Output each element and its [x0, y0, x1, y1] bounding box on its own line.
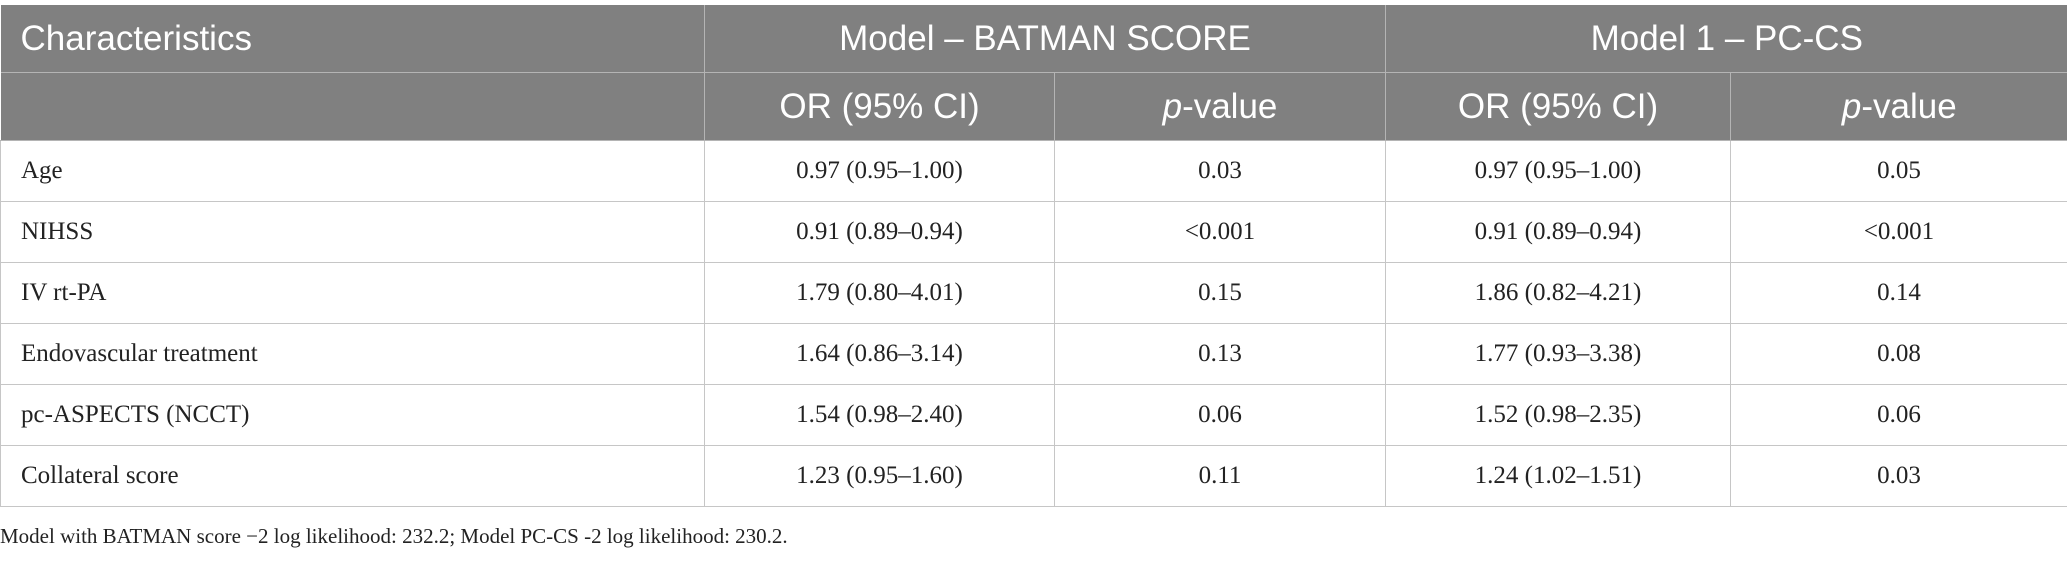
cell-or-batman: 1.64 (0.86–3.14) — [704, 323, 1055, 385]
header-empty — [0, 72, 705, 141]
header-pvalue-pccs: p-value — [1730, 72, 2067, 141]
header-p-italic: p — [1841, 86, 1862, 126]
cell-p-pccs: 0.06 — [1730, 384, 2067, 446]
odds-ratio-table: Characteristics Model – BATMAN SCORE Mod… — [0, 5, 2067, 507]
cell-p-batman: 0.03 — [1054, 140, 1386, 202]
cell-p-pccs: 0.08 — [1730, 323, 2067, 385]
header-group-batman: Model – BATMAN SCORE — [704, 5, 1386, 73]
cell-or-pccs: 1.52 (0.98–2.35) — [1385, 384, 1731, 446]
row-label: NIHSS — [0, 201, 705, 263]
header-p-suffix: -value — [1182, 86, 1278, 126]
row-label: IV rt-PA — [0, 262, 705, 324]
cell-or-pccs: 1.24 (1.02–1.51) — [1385, 445, 1731, 507]
header-group-pccs: Model 1 – PC-CS — [1385, 5, 2067, 73]
header-row-sub: OR (95% CI) p-value OR (95% CI) p-value — [0, 72, 2067, 141]
cell-or-pccs: 0.97 (0.95–1.00) — [1385, 140, 1731, 202]
cell-or-batman: 1.23 (0.95–1.60) — [704, 445, 1055, 507]
cell-p-batman: 0.06 — [1054, 384, 1386, 446]
cell-or-batman: 1.79 (0.80–4.01) — [704, 262, 1055, 324]
table-row: Age 0.97 (0.95–1.00) 0.03 0.97 (0.95–1.0… — [0, 140, 2067, 202]
row-label: Collateral score — [0, 445, 705, 507]
header-or-pccs: OR (95% CI) — [1385, 72, 1731, 141]
cell-p-pccs: <0.001 — [1730, 201, 2067, 263]
cell-p-batman: 0.11 — [1054, 445, 1386, 507]
table-row: Collateral score 1.23 (0.95–1.60) 0.11 1… — [0, 445, 2067, 507]
cell-or-pccs: 0.91 (0.89–0.94) — [1385, 201, 1731, 263]
table-row: Endovascular treatment 1.64 (0.86–3.14) … — [0, 323, 2067, 385]
cell-p-pccs: 0.03 — [1730, 445, 2067, 507]
cell-p-pccs: 0.14 — [1730, 262, 2067, 324]
cell-p-batman: <0.001 — [1054, 201, 1386, 263]
row-label: pc-ASPECTS (NCCT) — [0, 384, 705, 446]
header-p-suffix: -value — [1861, 86, 1957, 126]
header-pvalue-batman: p-value — [1054, 72, 1386, 141]
table-footnote: Model with BATMAN score −2 log likelihoo… — [0, 524, 788, 548]
row-label: Endovascular treatment — [0, 323, 705, 385]
cell-p-batman: 0.15 — [1054, 262, 1386, 324]
row-label: Age — [0, 140, 705, 202]
cell-or-batman: 0.91 (0.89–0.94) — [704, 201, 1055, 263]
cell-p-pccs: 0.05 — [1730, 140, 2067, 202]
cell-or-pccs: 1.77 (0.93–3.38) — [1385, 323, 1731, 385]
table-row: pc-ASPECTS (NCCT) 1.54 (0.98–2.40) 0.06 … — [0, 384, 2067, 446]
header-characteristics: Characteristics — [0, 5, 705, 73]
table-row: NIHSS 0.91 (0.89–0.94) <0.001 0.91 (0.89… — [0, 201, 2067, 263]
cell-or-batman: 1.54 (0.98–2.40) — [704, 384, 1055, 446]
table-row: IV rt-PA 1.79 (0.80–4.01) 0.15 1.86 (0.8… — [0, 262, 2067, 324]
header-p-italic: p — [1162, 86, 1183, 126]
cell-or-pccs: 1.86 (0.82–4.21) — [1385, 262, 1731, 324]
header-row-top: Characteristics Model – BATMAN SCORE Mod… — [0, 5, 2067, 73]
header-or-batman: OR (95% CI) — [704, 72, 1055, 141]
cell-or-batman: 0.97 (0.95–1.00) — [704, 140, 1055, 202]
cell-p-batman: 0.13 — [1054, 323, 1386, 385]
results-table-container: Characteristics Model – BATMAN SCORE Mod… — [0, 5, 2067, 507]
